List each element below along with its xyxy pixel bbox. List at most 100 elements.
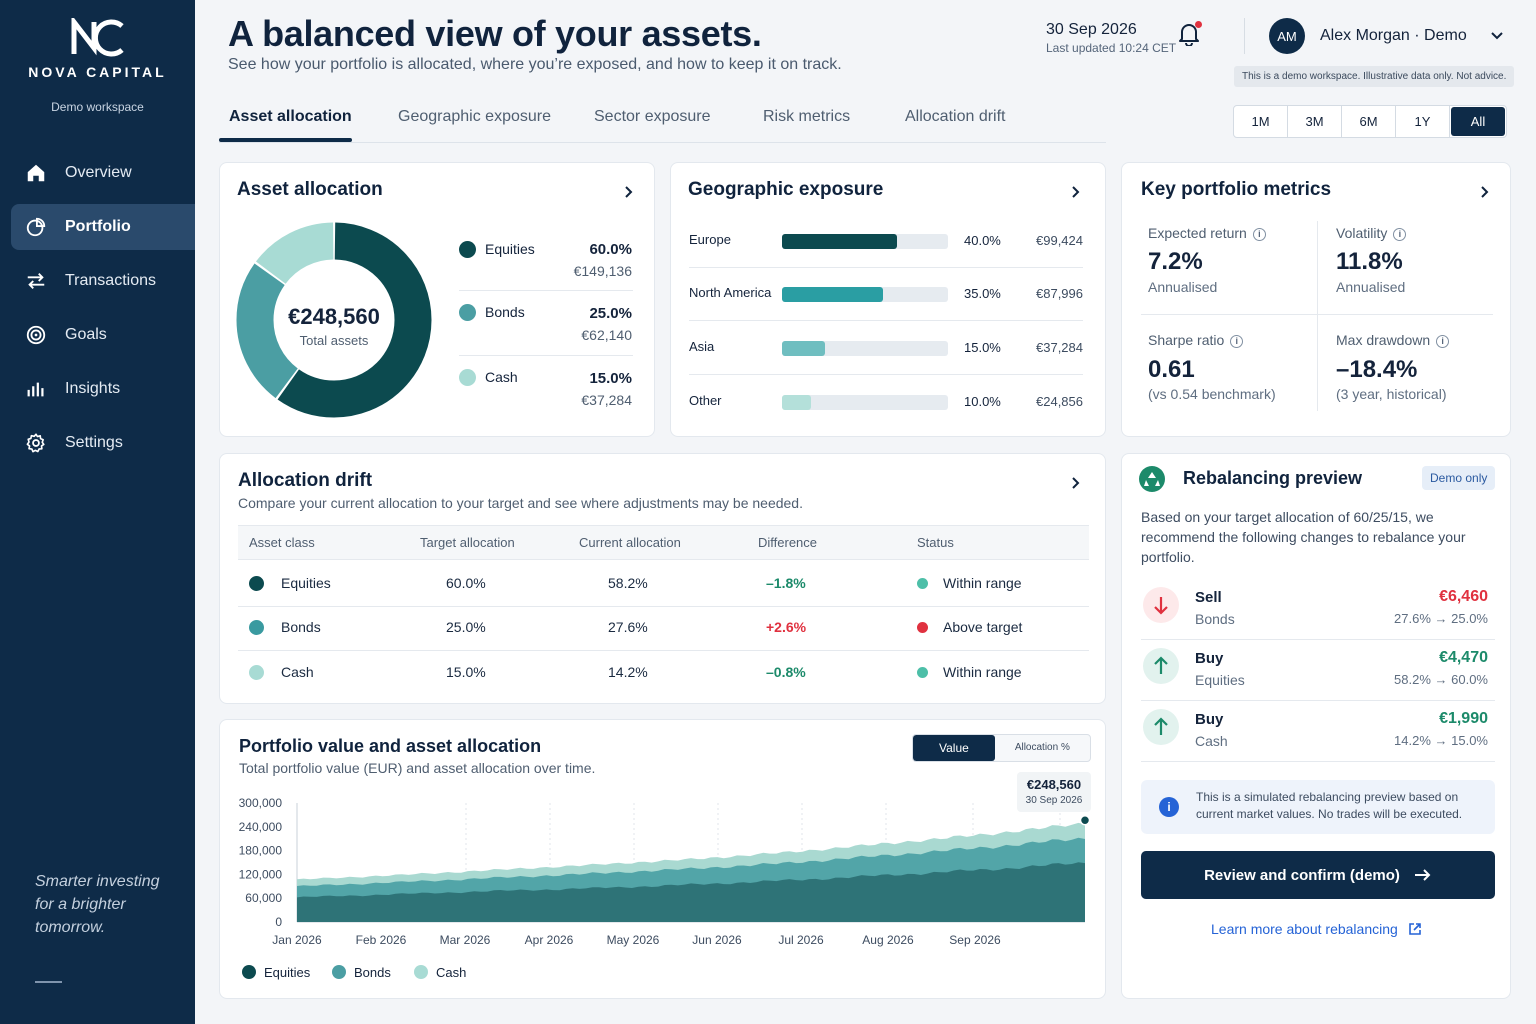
geo-value: €37,284 [1036, 340, 1083, 355]
donut-slice-bonds[interactable] [236, 222, 432, 418]
legend-label: Bonds [354, 965, 391, 980]
y-tick-label: 300,000 [239, 796, 283, 810]
table-header [238, 525, 1089, 560]
header-divider [1244, 18, 1245, 54]
target-allocation: 15.0% [446, 664, 486, 680]
chevron-right-icon[interactable] [1480, 185, 1490, 199]
tab-risk-metrics[interactable]: Risk metrics [763, 108, 851, 125]
geo-bar-track [782, 341, 948, 356]
external-link-icon [1408, 923, 1421, 935]
period-6m[interactable]: 6M [1342, 106, 1396, 137]
tab-sector-exposure[interactable]: Sector exposure [594, 108, 711, 125]
latest-point-marker[interactable] [1079, 815, 1091, 826]
card-title: Geographic exposure [688, 179, 884, 200]
portfolio-area-chart: 300,000 240,000 180,000 120,000 60,000 0 Jan 2… [239, 796, 1091, 947]
asset-dot [249, 620, 264, 635]
metric-label-text: Expected return [1148, 225, 1247, 241]
action-type: Buy [1195, 711, 1224, 728]
sidebar-item-goals[interactable]: Goals [11, 312, 195, 358]
info-icon[interactable]: i [1393, 228, 1407, 241]
geo-bar-fill [782, 234, 897, 249]
divider [238, 650, 1089, 651]
col-header: Current allocation [579, 535, 681, 550]
metric-value: –18.4% [1336, 356, 1418, 383]
arrow-up-icon [1154, 656, 1168, 674]
donut-slice-bg [236, 222, 432, 418]
geo-pct: 10.0% [964, 394, 1001, 409]
tooltip-value: €248,560 [1026, 777, 1082, 792]
sidebar-nav: Overview Portfolio Transactions Goals In… [11, 150, 195, 474]
period-3m[interactable]: 3M [1288, 106, 1342, 137]
x-tick-label: Mar 2026 [440, 933, 491, 947]
status-label: Within range [943, 575, 1022, 591]
portfolio-value-card: Portfolio value and asset allocation Tot… [219, 719, 1106, 999]
metric-label-text: Sharpe ratio [1148, 332, 1225, 348]
workspace-label: Demo workspace [51, 100, 144, 114]
geo-pct: 40.0% [964, 233, 1001, 248]
chevron-right-icon[interactable] [1071, 476, 1081, 490]
sidebar-item-transactions[interactable]: Transactions [11, 258, 195, 304]
toggle-allocation-pct[interactable]: Allocation % [1014, 742, 1070, 753]
toggle-value[interactable]: Value [913, 735, 995, 761]
period-all[interactable]: All [1451, 107, 1505, 136]
metric-note: Annualised [1336, 279, 1406, 295]
demo-badge: Demo only [1422, 466, 1496, 490]
arrow-right-icon [1414, 869, 1431, 881]
sidebar-item-label: Portfolio [65, 218, 131, 235]
sidebar-item-insights[interactable]: Insights [11, 366, 195, 412]
tab-allocation-drift[interactable]: Allocation drift [905, 108, 1006, 125]
status-label: Above target [943, 619, 1023, 635]
action-change: 27.6% → 25.0% [1394, 611, 1488, 626]
date-block: 30 Sep 2026 Last updated 10:24 CET [1046, 21, 1176, 55]
alloc-pct: 60.0% [589, 241, 632, 258]
y-tick-label: 60,000 [245, 891, 282, 905]
rebalance-icon [1139, 466, 1165, 492]
info-icon[interactable]: i [1436, 335, 1450, 348]
chart-tooltip: €248,560 30 Sep 2026 [1017, 772, 1091, 812]
card-subtitle: Compare your current allocation to your … [238, 495, 803, 511]
metric-label-sharpe: Sharpe ratio i [1148, 332, 1244, 348]
user-menu[interactable]: AM Alex Morgan · Demo [1269, 18, 1504, 54]
donut-slice-equities[interactable] [236, 222, 432, 418]
geo-bar-track [782, 234, 948, 249]
y-tick-label: 120,000 [239, 867, 283, 881]
chevron-right-icon[interactable] [624, 185, 634, 199]
geo-region: North America [689, 285, 772, 300]
metrics-vdivider [1317, 221, 1318, 411]
brand-logo[interactable]: NOVA CAPITAL Demo workspace [0, 18, 195, 114]
info-icon[interactable]: i [1252, 228, 1266, 241]
notifications-button[interactable] [1178, 21, 1202, 51]
divider [689, 267, 1083, 268]
geo-bar-track [782, 395, 948, 410]
difference: +2.6% [766, 619, 807, 635]
metric-note: Annualised [1148, 279, 1218, 295]
target-icon [26, 325, 46, 345]
period-1y[interactable]: 1Y [1396, 106, 1450, 137]
bar-chart-icon [27, 382, 44, 397]
period-1m[interactable]: 1M [1234, 106, 1288, 137]
sidebar-item-label: Goals [65, 326, 107, 343]
legend-dot-equities [242, 965, 256, 979]
review-confirm-button[interactable]: Review and confirm (demo) [1141, 851, 1495, 899]
sidebar-item-label: Overview [65, 164, 132, 181]
tab-asset-allocation[interactable]: Asset allocation [229, 108, 352, 125]
metric-note: (3 year, historical) [1336, 386, 1447, 402]
learn-more-link[interactable]: Learn more about rebalancing [1211, 921, 1422, 937]
info-icon: i [1159, 797, 1179, 817]
tab-geographic-exposure[interactable]: Geographic exposure [398, 108, 551, 125]
rebalancing-card: Rebalancing preview Demo only Based on y… [1121, 453, 1511, 999]
difference: –1.8% [766, 575, 806, 591]
sidebar-item-overview[interactable]: Overview [11, 150, 195, 196]
avatar: AM [1269, 18, 1305, 54]
legend-dot-bonds [332, 965, 346, 979]
sidebar-item-settings[interactable]: Settings [11, 420, 195, 466]
sidebar-item-portfolio[interactable]: Portfolio [11, 204, 195, 250]
legend-dot-cash [459, 369, 476, 386]
target-allocation: 25.0% [446, 619, 486, 635]
gear-icon [26, 433, 45, 453]
current-allocation: 58.2% [608, 575, 648, 591]
info-icon[interactable]: i [1230, 335, 1244, 348]
metric-label-text: Max drawdown [1336, 332, 1431, 348]
chevron-right-icon[interactable] [1071, 185, 1081, 199]
asset-allocation-card: Asset allocation €248,560 Total assets E… [219, 162, 655, 437]
